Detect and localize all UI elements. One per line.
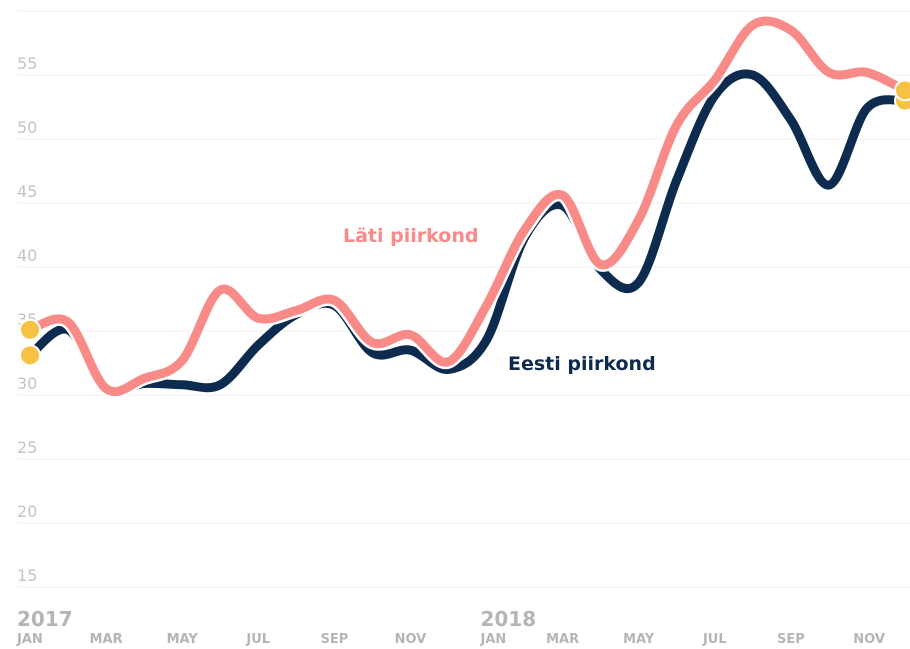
- year-label: 2017: [17, 607, 73, 631]
- x-tick-label: MAY: [623, 632, 655, 647]
- end-marker: [19, 318, 41, 341]
- y-tick-label: 20: [17, 502, 37, 521]
- x-tick-label: NOV: [853, 632, 885, 647]
- x-tick-label: MAY: [167, 632, 199, 647]
- x-tick-label: MAR: [90, 632, 123, 647]
- series-label: Läti piirkond: [343, 225, 478, 247]
- x-tick-label: JAN: [16, 632, 43, 647]
- line: [25, 69, 910, 397]
- end-marker: [894, 79, 910, 102]
- y-tick-label: 50: [17, 118, 37, 137]
- y-tick-label: 15: [17, 566, 37, 585]
- end-marker: [19, 344, 41, 367]
- x-tick-label: MAR: [546, 632, 579, 647]
- line: [25, 16, 910, 397]
- x-tick-label: NOV: [395, 632, 427, 647]
- x-tick-label: JUL: [702, 632, 727, 647]
- y-tick-label: 30: [17, 374, 37, 393]
- x-tick-label: SEP: [777, 632, 805, 647]
- x-tick-label: JUL: [245, 632, 270, 647]
- y-tick-label: 25: [17, 438, 37, 457]
- x-tick-label: SEP: [320, 632, 348, 647]
- year-label: 2018: [481, 607, 537, 631]
- x-tick-label: JAN: [480, 632, 507, 647]
- y-tick-label: 40: [17, 246, 37, 265]
- y-tick-label: 45: [17, 182, 37, 201]
- series-label: Eesti piirkond: [508, 353, 656, 375]
- y-tick-label: 55: [17, 54, 37, 73]
